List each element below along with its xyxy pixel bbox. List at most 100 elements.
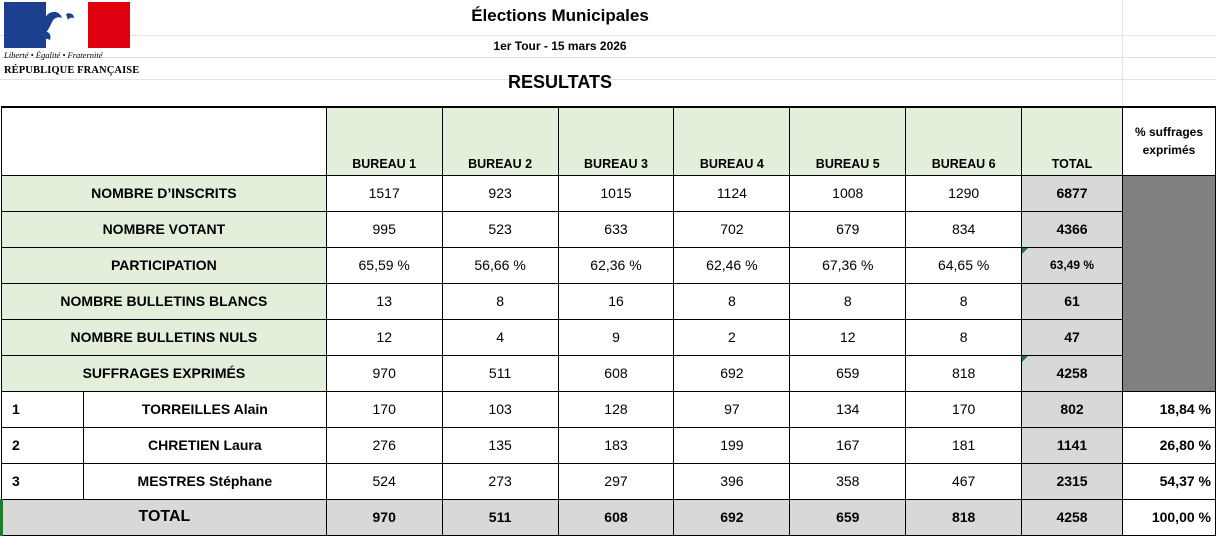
header-empty-cell <box>1 106 327 176</box>
table-cell: 170 <box>905 390 1023 428</box>
total-cell: 4258 <box>1021 354 1123 392</box>
row-label: NOMBRE VOTANT <box>1 210 327 248</box>
total-cell: 4258 <box>1021 498 1123 536</box>
column-header: BUREAU 3 <box>557 106 675 176</box>
flag-icon <box>4 2 130 48</box>
table-cell: 995 <box>325 210 443 248</box>
republique-francaise-logo: Liberté • Égalité • Fraternité RÉPUBLIQU… <box>4 2 139 78</box>
table-cell: 692 <box>673 498 791 536</box>
total-cell: 47 <box>1021 318 1123 356</box>
table-cell: 62,46 % <box>673 246 791 284</box>
table-cell: 8 <box>673 282 791 320</box>
table-cell: 12 <box>789 318 907 356</box>
candidate-row: 1 TORREILLES Alain 170 103 128 97 134 17… <box>1 390 1216 428</box>
table-cell: 511 <box>441 354 559 392</box>
candidate-row: 2 CHRETIEN Laura 276 135 183 199 167 181… <box>1 426 1216 464</box>
table-cell: 64,65 % <box>905 246 1023 284</box>
column-header: BUREAU 5 <box>789 106 907 176</box>
table-cell: 276 <box>325 426 443 464</box>
table-cell: 511 <box>441 498 559 536</box>
table-cell: 608 <box>557 354 675 392</box>
table-cell: 970 <box>325 354 443 392</box>
total-cell: 6877 <box>1021 174 1123 212</box>
header-row: BUREAU 1 BUREAU 2 BUREAU 3 BUREAU 4 BURE… <box>1 106 1216 176</box>
pct-cell: 18,84 % <box>1121 390 1216 428</box>
table-cell: 181 <box>905 426 1023 464</box>
disabled-pct-cell <box>1121 174 1216 392</box>
pct-cell: 54,37 % <box>1121 462 1216 500</box>
table-row: PARTICIPATION 65,59 % 56,66 % 62,36 % 62… <box>1 246 1216 284</box>
totals-label: TOTAL <box>0 498 327 536</box>
totals-row: TOTAL 970 511 608 692 659 818 4258 100,0… <box>0 498 1216 536</box>
row-label: SUFFRAGES EXPRIMÉS <box>1 354 327 392</box>
total-cell: 1141 <box>1021 426 1123 464</box>
table-cell: 273 <box>441 462 559 500</box>
column-header-pct: % suffrages exprimés <box>1121 106 1216 176</box>
table-cell: 9 <box>557 318 675 356</box>
candidate-name: TORREILLES Alain <box>82 390 327 428</box>
total-cell: 61 <box>1021 282 1123 320</box>
column-header: BUREAU 4 <box>673 106 791 176</box>
table-row: NOMBRE BULLETINS NULS 12 4 9 2 12 8 47 <box>1 318 1216 356</box>
table-cell: 970 <box>325 498 443 536</box>
table-cell: 183 <box>557 426 675 464</box>
table-cell: 2 <box>673 318 791 356</box>
table-cell: 679 <box>789 210 907 248</box>
table-cell: 12 <box>325 318 443 356</box>
table-cell: 65,59 % <box>325 246 443 284</box>
table-cell: 167 <box>789 426 907 464</box>
table-cell: 1290 <box>905 174 1023 212</box>
row-label: NOMBRE D’INSCRITS <box>1 174 327 212</box>
table-cell: 1015 <box>557 174 675 212</box>
table-cell: 834 <box>905 210 1023 248</box>
candidate-row: 3 MESTRES Stéphane 524 273 297 396 358 4… <box>1 462 1216 500</box>
table-row: NOMBRE BULLETINS BLANCS 13 8 16 8 8 8 61 <box>1 282 1216 320</box>
table-cell: 396 <box>673 462 791 500</box>
row-label: NOMBRE BULLETINS BLANCS <box>1 282 327 320</box>
column-header-total: TOTAL <box>1021 106 1123 176</box>
table-cell: 135 <box>441 426 559 464</box>
candidate-name: MESTRES Stéphane <box>82 462 327 500</box>
table-cell: 818 <box>905 498 1023 536</box>
row-label: PARTICIPATION <box>1 246 327 284</box>
table-cell: 97 <box>673 390 791 428</box>
table-cell: 1517 <box>325 174 443 212</box>
table-cell: 524 <box>325 462 443 500</box>
candidate-number: 3 <box>1 462 84 500</box>
row-label: NOMBRE BULLETINS NULS <box>1 318 327 356</box>
table-cell: 128 <box>557 390 675 428</box>
table-cell: 8 <box>905 282 1023 320</box>
table-cell: 67,36 % <box>789 246 907 284</box>
table-cell: 297 <box>557 462 675 500</box>
republique-francaise-text: RÉPUBLIQUE FRANÇAISE <box>4 65 140 76</box>
table-cell: 199 <box>673 426 791 464</box>
table-row: NOMBRE D’INSCRITS 1517 923 1015 1124 100… <box>1 174 1216 392</box>
table-cell: 702 <box>673 210 791 248</box>
table-cell: 818 <box>905 354 1023 392</box>
table-cell: 56,66 % <box>441 246 559 284</box>
page-title: Élections Municipales <box>471 6 649 25</box>
total-cell: 802 <box>1021 390 1123 428</box>
table-cell: 170 <box>325 390 443 428</box>
candidate-name: CHRETIEN Laura <box>82 426 327 464</box>
table-cell: 134 <box>789 390 907 428</box>
total-cell: 2315 <box>1021 462 1123 500</box>
table-cell: 8 <box>441 282 559 320</box>
candidate-number: 2 <box>1 426 84 464</box>
table-cell: 923 <box>441 174 559 212</box>
table-cell: 1124 <box>673 174 791 212</box>
table-cell: 1008 <box>789 174 907 212</box>
table-cell: 16 <box>557 282 675 320</box>
table-cell: 4 <box>441 318 559 356</box>
candidate-number: 1 <box>1 390 84 428</box>
table-cell: 633 <box>557 210 675 248</box>
table-cell: 608 <box>557 498 675 536</box>
table-row: SUFFRAGES EXPRIMÉS 970 511 608 692 659 8… <box>1 354 1216 392</box>
column-header: BUREAU 2 <box>441 106 559 176</box>
table-cell: 358 <box>789 462 907 500</box>
table-cell: 13 <box>325 282 443 320</box>
pct-cell: 26,80 % <box>1121 426 1216 464</box>
motto-text: Liberté • Égalité • Fraternité <box>4 50 103 60</box>
total-cell: 63,49 % <box>1021 246 1123 284</box>
table-row: NOMBRE VOTANT 995 523 633 702 679 834 43… <box>1 210 1216 248</box>
